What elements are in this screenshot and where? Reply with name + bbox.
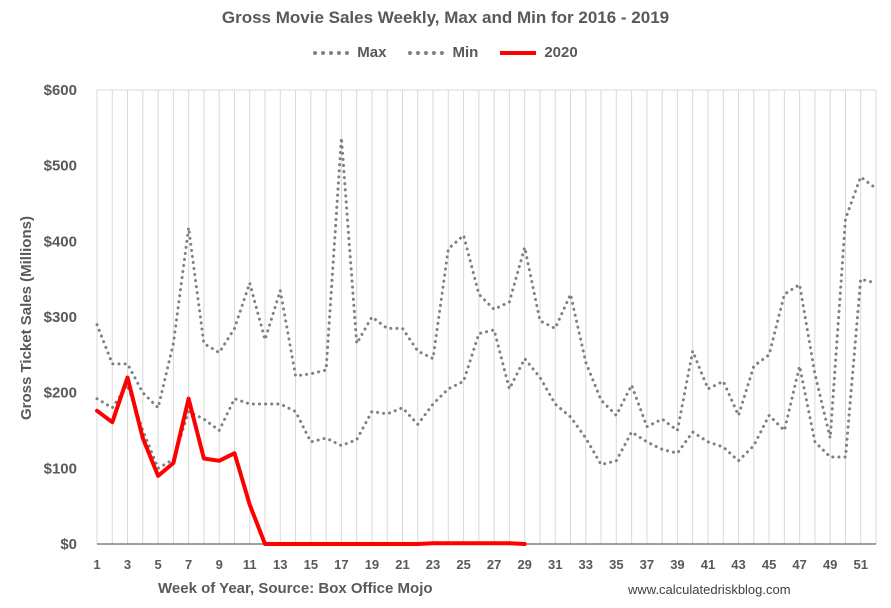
x-axis-label: Week of Year, Source: Box Office Mojo [158,580,433,597]
legend-item-min: Min [408,44,478,61]
x-tick-label: 47 [792,557,806,572]
legend-swatch-max [313,50,350,55]
x-tick-label: 19 [365,557,379,572]
series-line-min [95,277,878,470]
legend-item-max: Max [313,44,386,61]
x-tick-label: 21 [395,557,409,572]
x-tick-label: 35 [609,557,623,572]
y-tick-label: $200 [44,385,77,402]
legend-label-max: Max [357,44,387,61]
x-tick-label: 37 [640,557,654,572]
x-tick-label: 17 [334,557,348,572]
x-tick-label: 11 [243,557,257,572]
legend-item-2020: 2020 [500,44,578,61]
y-tick-label: $500 [44,158,77,175]
y-axis-label: Gross Ticket Sales (Millions) [18,216,35,420]
legend-label-2020: 2020 [544,44,578,61]
y-tick-label: $0 [60,536,77,553]
x-tick-label: 41 [701,557,715,572]
x-tick-label: 27 [487,557,501,572]
y-tick-label: $600 [44,82,77,99]
legend-swatch-2020 [500,50,537,55]
y-tick-label: $100 [44,460,77,477]
legend: Max Min 2020 [0,44,891,61]
x-tick-label: 49 [823,557,837,572]
y-tick-label: $300 [44,309,77,326]
x-tick-label: 7 [185,557,192,572]
x-tick-label: 23 [426,557,440,572]
x-tick-label: 25 [456,557,470,572]
x-tick-label: 43 [731,557,745,572]
x-tick-label: 45 [762,557,776,572]
x-tick-label: 9 [216,557,223,572]
x-tick-label: 39 [670,557,684,572]
x-tick-label: 29 [517,557,531,572]
x-tick-label: 3 [124,557,131,572]
x-tick-label: 51 [853,557,867,572]
legend-swatch-min [408,50,445,55]
y-tick-label: $400 [44,233,77,250]
x-tick-label: 13 [273,557,287,572]
legend-label-min: Min [452,44,479,61]
chart-title: Gross Movie Sales Weekly, Max and Min fo… [221,8,670,27]
x-tick-label: 31 [548,557,562,572]
x-tick-label: 33 [579,557,593,572]
x-tick-label: 5 [154,557,161,572]
x-tick-label: 15 [304,557,318,572]
x-tick-label: 1 [93,557,100,572]
series-line-max [95,136,878,440]
source-credit: www.calculatedriskblog.com [628,582,791,597]
series-line-2020 [95,375,527,546]
